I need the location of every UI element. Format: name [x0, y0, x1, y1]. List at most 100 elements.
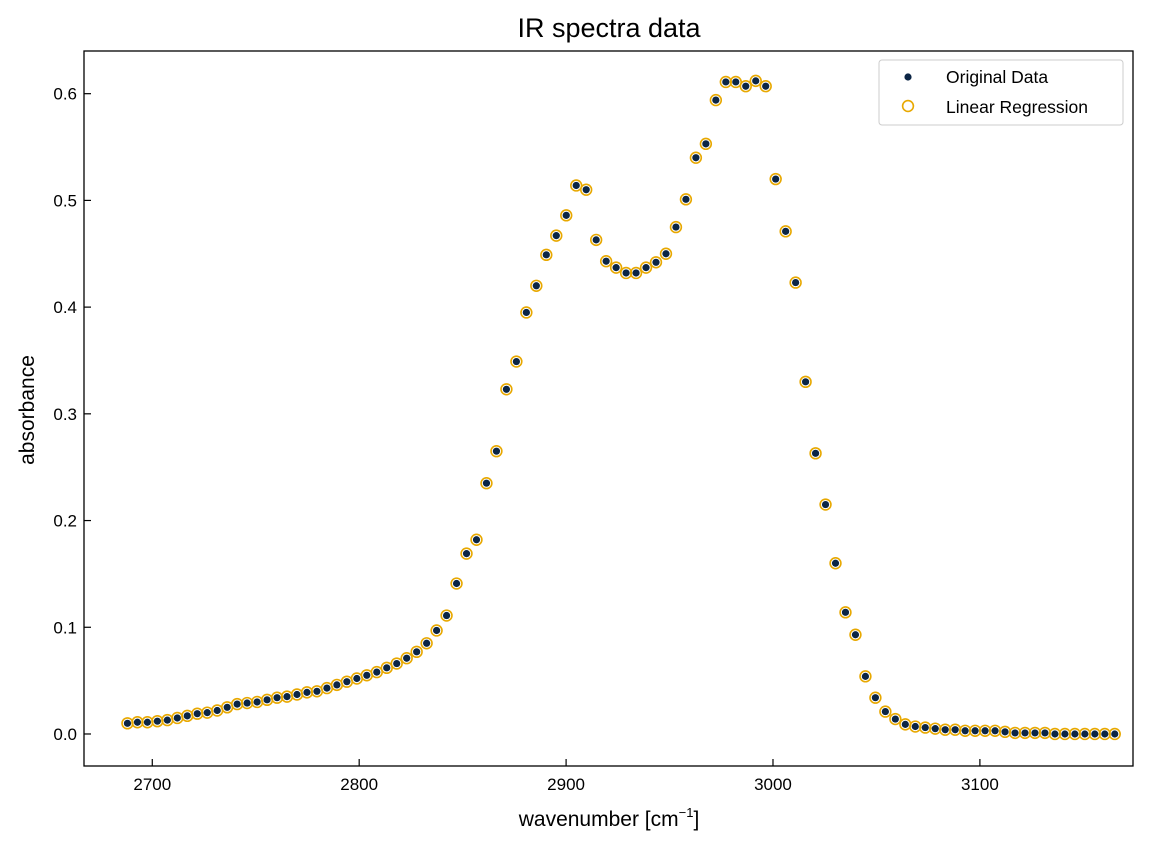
original-data-point [981, 727, 989, 735]
regression-point [579, 183, 593, 196]
original-data-point [622, 269, 630, 277]
original-data-point [462, 550, 471, 558]
original-data-point [213, 706, 221, 715]
original-data-point [1081, 730, 1089, 738]
regression-point [829, 557, 842, 570]
original-data-point [632, 269, 640, 277]
regression-point [450, 577, 463, 590]
original-data-point [363, 671, 371, 679]
legend-box [878, 59, 1124, 126]
regression-point [849, 628, 862, 641]
original-data-point [1021, 729, 1029, 737]
regression-point [490, 444, 503, 458]
original-data-point [592, 236, 600, 244]
regression-point [958, 724, 972, 737]
original-data-point [841, 608, 850, 616]
original-data-point [383, 664, 391, 672]
original-data-point [123, 719, 132, 727]
original-data-point [442, 611, 451, 620]
original-data-point [941, 726, 949, 734]
original-data-point [532, 282, 540, 290]
original-data-point [393, 659, 401, 668]
regression-point [1068, 727, 1082, 741]
original-data-point [811, 449, 820, 457]
regression-point [410, 645, 423, 659]
regression-point [460, 547, 473, 560]
regression-point [619, 266, 633, 280]
original-data-point [313, 687, 321, 695]
regression-point [819, 498, 832, 511]
y-axis-title: absorbance [16, 355, 39, 465]
original-data-point [951, 726, 959, 734]
regression-point [430, 624, 443, 637]
original-data-point [582, 186, 590, 194]
x-tick-label: 2800 [340, 775, 378, 794]
original-data-point [193, 710, 201, 718]
x-axis-title: wavenumber [cm−1] [518, 805, 700, 831]
y-tick-label: 0.0 [53, 725, 77, 744]
original-data-point [911, 722, 919, 731]
regression-point [470, 533, 483, 546]
original-data-point [772, 175, 780, 183]
axis-ticks: 2700 2800 2900 3000 3100 0.0 0.1 0.2 0.3 0.4 0.5 0.… [53, 85, 998, 794]
regression-point [629, 266, 643, 280]
chart-title: IR spectra data [517, 13, 701, 43]
y-tick-label: 0.5 [53, 191, 77, 210]
x-tick-label: 2700 [133, 775, 171, 794]
original-data-point [472, 536, 481, 544]
regression-point [859, 670, 872, 683]
regression-point [889, 712, 902, 726]
original-data-point [373, 668, 381, 676]
original-data-point [293, 690, 301, 699]
original-data-point [931, 725, 939, 733]
original-data-point [323, 684, 331, 692]
original-data-point [343, 678, 351, 686]
y-tick-label: 0.2 [53, 512, 77, 531]
regression-point [1008, 726, 1022, 740]
original-data-point [752, 77, 760, 85]
regression-point [510, 355, 523, 368]
regression-point [659, 247, 673, 260]
original-data-point [163, 716, 171, 724]
original-data-point [612, 264, 620, 272]
original-data-point [732, 78, 740, 86]
original-data-point [1101, 730, 1109, 738]
regression-point [500, 383, 513, 396]
original-data-point [283, 693, 291, 701]
y-tick-label: 0.4 [53, 298, 77, 317]
regression-point [779, 225, 792, 238]
regression-point [400, 652, 413, 665]
regression-point [1088, 727, 1102, 741]
regression-point [739, 80, 752, 93]
original-data-point [143, 718, 151, 726]
original-data-point [403, 654, 411, 662]
regression-point [609, 261, 623, 274]
original-data-point [801, 378, 810, 386]
original-data-point [1061, 730, 1069, 738]
original-data-point [861, 672, 870, 680]
original-data-point [672, 223, 680, 231]
original-data-point [991, 727, 999, 735]
original-data-point [702, 140, 710, 148]
y-tick-label: 0.1 [53, 618, 77, 637]
original-data-point [552, 232, 560, 240]
legend-original-label: Original Data [946, 67, 1048, 87]
regression-point [719, 75, 733, 89]
original-data-point [522, 308, 530, 317]
regression-point [789, 276, 802, 289]
original-data-point [662, 250, 670, 258]
original-data-point [1041, 729, 1049, 737]
original-data-point [692, 154, 700, 162]
regression-point [440, 609, 453, 622]
regression-point [729, 75, 742, 89]
original-data-point [433, 626, 441, 635]
original-data-point [173, 714, 181, 722]
original-data-point [891, 715, 899, 723]
original-data-point [133, 718, 142, 726]
regression-point [1108, 727, 1121, 741]
regression-point [679, 193, 693, 206]
regression-point [540, 248, 553, 262]
original-data-point [792, 278, 800, 287]
plot-frame [83, 50, 1134, 767]
